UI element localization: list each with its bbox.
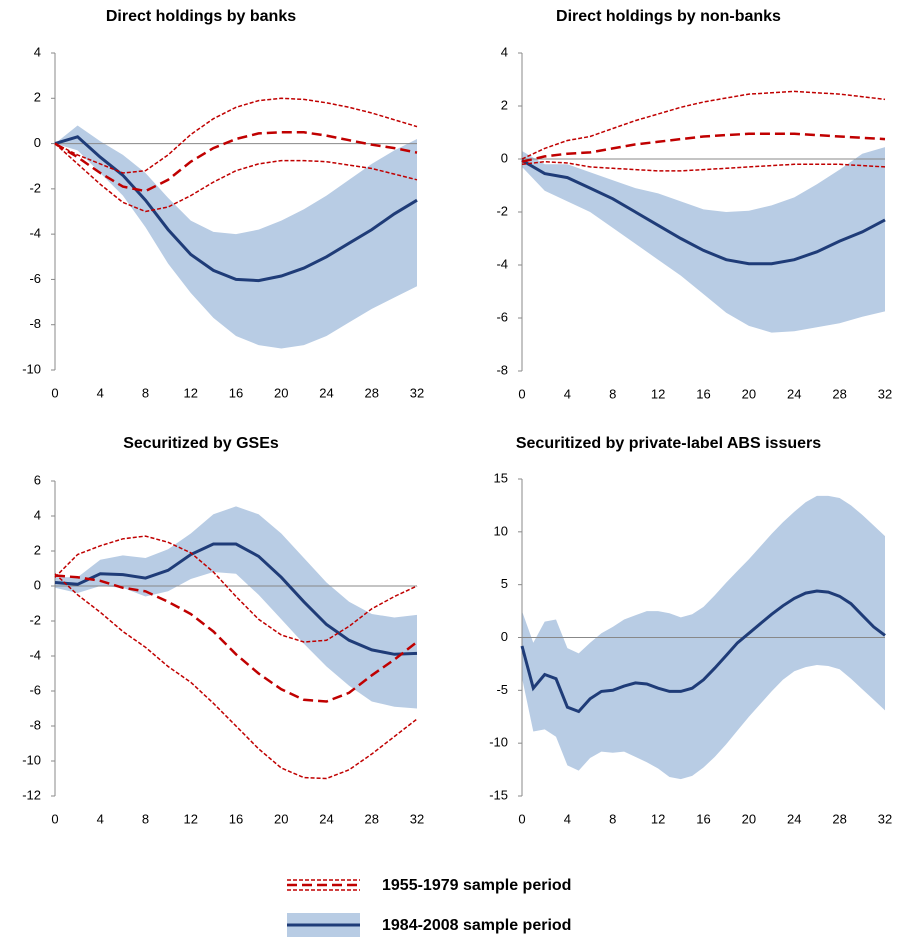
- chart-title: Direct holdings by non-banks: [556, 8, 781, 25]
- x-tick-label: 20: [274, 385, 288, 400]
- x-tick-label: 0: [518, 811, 525, 826]
- x-tick-label: 8: [609, 811, 616, 826]
- band-lower: [521, 160, 886, 172]
- y-tick-label: 0: [501, 629, 508, 644]
- x-tick-label: 16: [229, 385, 243, 400]
- legend-label: 1984-2008 sample period: [382, 917, 571, 934]
- x-tick-label: 24: [319, 811, 333, 826]
- x-tick-label: 8: [609, 386, 616, 401]
- y-tick-label: 5: [501, 576, 508, 591]
- band-lower: [54, 573, 418, 780]
- y-tick-label: 10: [494, 523, 508, 538]
- x-tick-label: 12: [184, 385, 198, 400]
- x-tick-label: 24: [787, 811, 801, 826]
- x-tick-label: 28: [832, 386, 846, 401]
- y-tick-label: -6: [29, 271, 41, 286]
- y-tick-label: -4: [496, 256, 508, 271]
- x-tick-label: 32: [410, 385, 424, 400]
- y-tick-label: 2: [34, 90, 41, 105]
- x-tick-label: 32: [410, 811, 424, 826]
- band-upper: [521, 90, 886, 160]
- y-tick-label: 4: [501, 44, 508, 59]
- y-tick-label: 4: [34, 507, 41, 522]
- x-tick-label: 16: [696, 386, 710, 401]
- x-tick-label: 0: [51, 811, 58, 826]
- y-tick-label: -6: [496, 309, 508, 324]
- x-tick-label: 12: [651, 811, 665, 826]
- series-line: [54, 135, 418, 283]
- x-tick-label: 16: [229, 811, 243, 826]
- y-tick-label: -4: [29, 226, 41, 241]
- legend-label: 1955-1979 sample period: [382, 877, 571, 894]
- x-tick-label: 24: [319, 385, 333, 400]
- x-tick-label: 4: [564, 386, 571, 401]
- x-tick-label: 28: [832, 811, 846, 826]
- y-tick-label: -8: [29, 316, 41, 331]
- x-tick-label: 0: [51, 385, 58, 400]
- y-tick-label: 0: [34, 577, 41, 592]
- x-tick-label: 4: [97, 385, 104, 400]
- y-tick-label: -2: [496, 203, 508, 218]
- series-line: [54, 131, 418, 193]
- series-line: [521, 132, 886, 163]
- y-tick-label: 0: [501, 150, 508, 165]
- band-lower: [54, 143, 418, 213]
- x-tick-label: 32: [878, 386, 892, 401]
- y-tick-label: 4: [34, 44, 41, 59]
- series-line: [54, 574, 418, 703]
- band-upper: [54, 97, 418, 174]
- x-tick-label: 8: [142, 811, 149, 826]
- x-tick-label: 8: [142, 385, 149, 400]
- y-tick-label: -10: [489, 735, 508, 750]
- y-tick-label: 15: [494, 470, 508, 485]
- y-tick-label: -2: [29, 180, 41, 195]
- x-tick-label: 4: [97, 811, 104, 826]
- confidence-band: [55, 125, 417, 349]
- y-tick-label: -12: [22, 787, 41, 802]
- y-tick-label: -5: [496, 682, 508, 697]
- series-line: [54, 542, 418, 656]
- band-upper: [54, 535, 418, 643]
- y-tick-label: -6: [29, 682, 41, 697]
- y-tick-label: -10: [22, 361, 41, 376]
- chart-title: Securitized by GSEs: [123, 435, 279, 452]
- x-tick-label: 4: [564, 811, 571, 826]
- x-tick-label: 20: [742, 811, 756, 826]
- y-tick-label: 2: [501, 97, 508, 112]
- y-tick-label: -2: [29, 612, 41, 627]
- y-tick-label: -4: [29, 647, 41, 662]
- y-tick-label: 2: [34, 542, 41, 557]
- y-tick-label: 0: [34, 135, 41, 150]
- series-line: [520, 589, 886, 714]
- y-tick-label: -10: [22, 752, 41, 767]
- x-tick-label: 12: [184, 811, 198, 826]
- y-tick-label: -15: [489, 787, 508, 802]
- series-line: [521, 159, 886, 266]
- chart-title: Direct holdings by banks: [106, 8, 296, 25]
- x-tick-label: 24: [787, 386, 801, 401]
- confidence-band: [522, 147, 885, 333]
- x-tick-label: 32: [878, 811, 892, 826]
- x-tick-label: 16: [696, 811, 710, 826]
- x-tick-label: 28: [365, 811, 379, 826]
- y-tick-label: 6: [34, 472, 41, 487]
- x-tick-label: 28: [365, 385, 379, 400]
- x-tick-label: 20: [274, 811, 288, 826]
- x-tick-label: 12: [651, 386, 665, 401]
- confidence-band: [55, 506, 417, 709]
- chart-title: Securitized by private-label ABS issuers: [516, 435, 821, 452]
- y-tick-label: -8: [29, 717, 41, 732]
- y-tick-label: -8: [496, 362, 508, 377]
- x-tick-label: 20: [742, 386, 756, 401]
- x-tick-label: 0: [518, 386, 525, 401]
